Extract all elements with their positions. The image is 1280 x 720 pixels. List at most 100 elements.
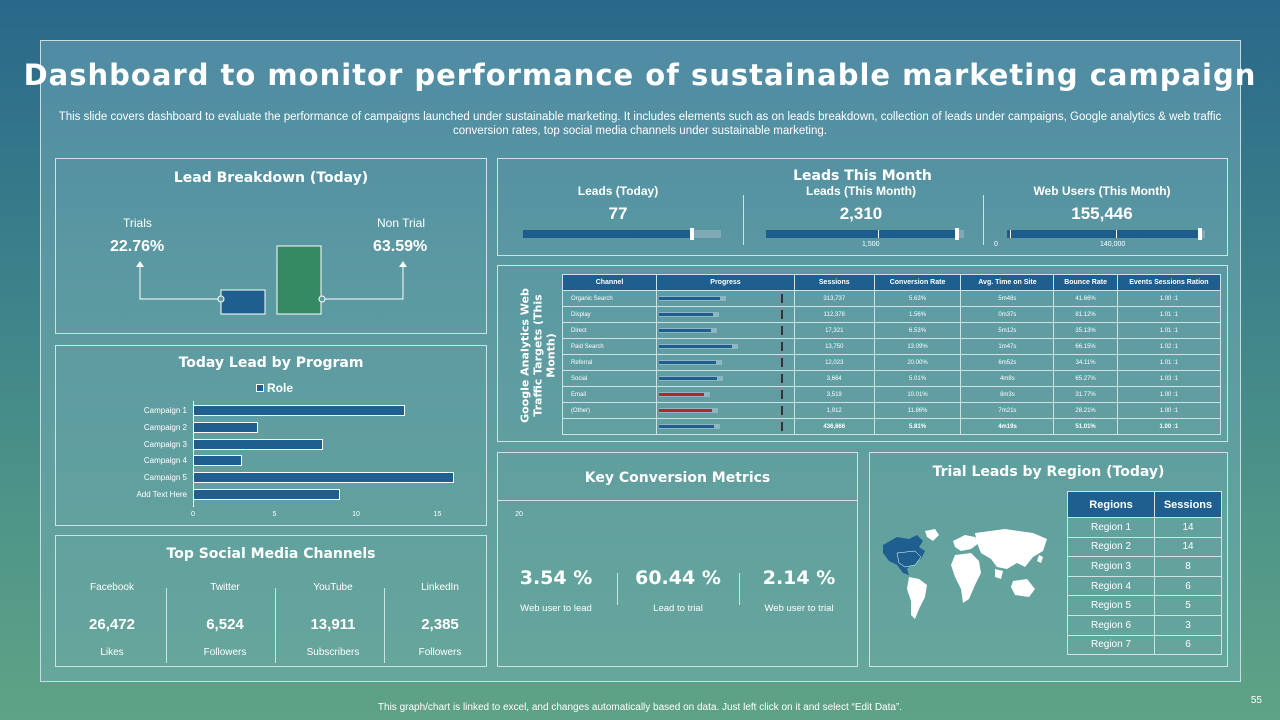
region-header: Sessions: [1154, 491, 1222, 518]
region-sessions: 6: [1154, 634, 1222, 656]
axis-tick-label: 15: [433, 511, 442, 518]
progress-fill: [659, 425, 714, 428]
stat-label: Web Users (This Month): [1033, 184, 1171, 198]
axis-tick-label: 5: [272, 511, 277, 518]
table-row: 436,666 5.81% 4m19s 51.01% 1.00 :1: [562, 418, 1222, 435]
ga-progress: [656, 338, 795, 355]
gauge-bar: [766, 228, 964, 240]
ga-events: 1.01 :1: [1116, 322, 1222, 339]
progress-target: [781, 422, 783, 431]
progress-fill: [659, 361, 716, 364]
gauge-marker: [690, 228, 695, 240]
stat-value: 77: [608, 204, 628, 223]
region-sessions: 3: [1154, 614, 1222, 636]
world-map-icon: [883, 529, 1047, 619]
trial-region-panel: Trial Leads by Region (Today) Regions Ses…: [869, 452, 1228, 667]
gauge-fill: [766, 230, 959, 238]
divider: [617, 573, 618, 605]
ga-channel: Social: [562, 370, 657, 387]
ga-bounce: 66.15%: [1053, 338, 1118, 355]
region-table: Regions Sessions Region 1 14 Region 2 14 Regi…: [1067, 491, 1222, 656]
legend-swatch: [256, 384, 264, 392]
ga-conv: 1.56%: [873, 306, 962, 323]
lead-breakdown-title: Lead Breakdown (Today): [173, 170, 369, 186]
progress-fill: [659, 345, 732, 348]
ga-header: Avg. Time on Site: [960, 274, 1055, 291]
ga-events: 1.00 :1: [1116, 386, 1222, 403]
conversion-label: Web user to trial: [764, 603, 834, 614]
stat-value: 155,446: [1071, 204, 1133, 223]
table-row: Social 3,664 5.01% 4m8s 65.27% 1.03 :1: [562, 370, 1222, 387]
trials-label: Trials: [123, 216, 152, 230]
ga-time: 1m47s: [960, 338, 1055, 355]
social-value: 13,911: [310, 616, 356, 633]
leads-month-heading: Leads This Month: [793, 168, 932, 184]
ga-events: 1.00 :1: [1116, 418, 1222, 435]
trials-box: [220, 289, 266, 315]
ga-time: 0m37s: [960, 306, 1055, 323]
progress-fill: [659, 377, 717, 380]
conversion-value: 3.54 %: [519, 567, 593, 589]
progress-fill: [659, 297, 720, 300]
progress-bar: [657, 403, 794, 418]
region-sessions: 14: [1154, 517, 1222, 538]
ga-channel: [562, 418, 657, 435]
divider: [739, 573, 740, 605]
social-value: 2,385: [421, 616, 459, 633]
progress-bar: [657, 387, 794, 402]
progress-target: [781, 374, 783, 383]
key-conversion-title: Key Conversion Metrics: [584, 470, 771, 486]
axis-line: [193, 401, 194, 507]
ga-sessions: 313,737: [793, 290, 875, 307]
ga-header: Conversion Rate: [873, 274, 962, 291]
ga-side-title: Google Analytics Web Traffic Targets (Th…: [518, 288, 558, 423]
bar: [193, 489, 340, 500]
divider: [384, 588, 385, 663]
ga-bounce: 34.11%: [1053, 354, 1118, 371]
ga-time: 6m52s: [960, 354, 1055, 371]
stat-label: Leads (Today): [577, 184, 659, 198]
region-sessions: 6: [1154, 575, 1222, 597]
footer-note: This graph/chart is linked to excel, and…: [377, 702, 903, 713]
ga-conv: 5.63%: [873, 290, 962, 307]
progress-target: [781, 358, 783, 367]
ga-conv: 5.01%: [873, 370, 962, 387]
progress-bar: [657, 339, 794, 354]
ga-header: Events Sessions Ration: [1116, 274, 1222, 291]
stat-value: 2,310: [839, 204, 883, 223]
gauge-tick-label: 0: [994, 241, 998, 248]
ga-events: 1.01 :1: [1116, 354, 1222, 371]
gauge-tick: [1010, 230, 1011, 238]
divider: [983, 195, 984, 245]
ga-bounce: 41.66%: [1053, 290, 1118, 307]
ga-progress: [656, 386, 795, 403]
page-number: 55: [1250, 695, 1262, 706]
region-name: Region 5: [1067, 595, 1155, 616]
table-row: Display 112,378 1.56% 0m37s 81.12% 1.01 :1: [562, 306, 1222, 323]
region-name: Region 3: [1067, 556, 1155, 577]
lead-breakdown-diagram: [136, 245, 407, 315]
key-conversion-panel: Key Conversion Metrics 3.54 % Web user to…: [497, 452, 858, 667]
ga-sessions: 1,912: [793, 402, 875, 419]
ga-bounce: 28.21%: [1053, 402, 1118, 419]
bar: [193, 421, 259, 433]
progress-target: [781, 294, 783, 303]
ga-events: 1.01 :1: [1116, 306, 1222, 323]
ga-time: 7m21s: [960, 402, 1055, 419]
ga-panel: Google Analytics Web Traffic Targets (Th…: [497, 265, 1228, 442]
social-unit: Subscribers: [306, 647, 360, 658]
progress-fill: [659, 393, 704, 396]
lead-breakdown-panel: Lead Breakdown (Today) Trials 22.76% Non…: [55, 158, 487, 334]
social-panel: Top Social Media Channels Facebook 26,472…: [55, 535, 487, 667]
trial-region-title: Trial Leads by Region (Today): [932, 464, 1165, 480]
bar-category-label: Add Text Here: [136, 490, 187, 499]
progress-bar: [657, 307, 794, 322]
gauge-tick: [1116, 230, 1117, 238]
ga-conv: 10.01%: [873, 386, 962, 403]
ga-progress: [656, 322, 795, 339]
conversion-metric: 3.54 % Web user to lead: [496, 567, 616, 614]
social-unit: Followers: [418, 647, 462, 658]
table-row: Referral 12,023 20.00% 6m52s 34.11% 1.01 :1: [562, 354, 1222, 371]
